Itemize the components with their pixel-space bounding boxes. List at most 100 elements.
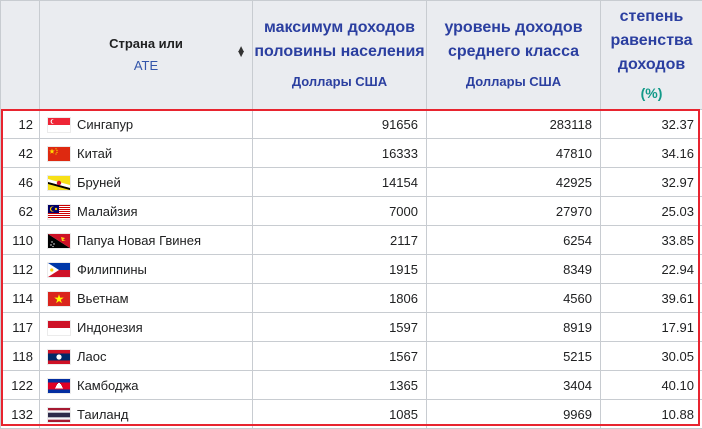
vietnam-flag-icon (48, 292, 70, 306)
equality-cell: 17.91 (601, 313, 702, 342)
malaysia-flag-icon (48, 205, 70, 219)
middle-class-cell: 27970 (427, 197, 601, 226)
middle-class-cell: 8919 (427, 313, 601, 342)
max-income-cell: 2117 (253, 226, 427, 255)
country-header-label: Страна или (109, 36, 183, 51)
country-link[interactable]: Таиланд (77, 407, 128, 422)
country-cell: Камбоджа (40, 371, 253, 400)
equality-cell: 32.37 (601, 110, 702, 139)
country-link[interactable]: Бруней (77, 175, 121, 190)
middle-class-cell: 4560 (427, 284, 601, 313)
rank-cell: 110 (1, 226, 40, 255)
country-link[interactable]: Индонезия (77, 320, 143, 335)
indonesia-flag-icon (48, 321, 70, 335)
equality-cell: 25.03 (601, 197, 702, 226)
country-cell: Филиппины (40, 255, 253, 284)
country-cell: Китай (40, 139, 253, 168)
country-header-ate: АТЕ (134, 58, 158, 73)
papua-new-guinea-flag-icon (48, 234, 70, 248)
brunei-flag-icon (48, 176, 70, 190)
max-income-header: максимум доходов половины населения Долл… (253, 1, 427, 110)
middle-class-cell: 5215 (427, 342, 601, 371)
laos-flag-icon (48, 350, 70, 364)
rank-cell: 42 (1, 139, 40, 168)
max-income-cell: 7000 (253, 197, 427, 226)
middle-class-cell: 283118 (427, 110, 601, 139)
equality-cell: 40.10 (601, 371, 702, 400)
thailand-flag-icon (48, 408, 70, 422)
rank-cell: 122 (1, 371, 40, 400)
country-link[interactable]: Лаос (77, 349, 107, 364)
philippines-flag-icon (48, 263, 70, 277)
max-income-cell: 91656 (253, 110, 427, 139)
equality-unit: (%) (601, 81, 702, 105)
country-header[interactable]: Страна или АТЕ ▲▼ (40, 1, 253, 110)
country-cell: Лаос (40, 342, 253, 371)
middle-class-cell: 3404 (427, 371, 601, 400)
rank-cell: 114 (1, 284, 40, 313)
rank-cell: 12 (1, 110, 40, 139)
max-income-cell: 1915 (253, 255, 427, 284)
country-cell: Сингапур (40, 110, 253, 139)
max-income-cell: 16333 (253, 139, 427, 168)
max-income-cell: 1085 (253, 400, 427, 429)
singapore-flag-icon (48, 118, 70, 132)
country-link[interactable]: Малайзия (77, 204, 138, 219)
equality-label: степень равенства доходов (610, 8, 692, 73)
country-link[interactable]: Папуа Новая Гвинея (77, 233, 201, 248)
equality-cell: 10.88 (601, 400, 702, 429)
max-income-cell: 1597 (253, 313, 427, 342)
middle-class-unit: Доллары США (427, 70, 600, 94)
equality-cell: 22.94 (601, 255, 702, 284)
equality-cell: 39.61 (601, 284, 702, 313)
middle-class-cell: 9969 (427, 400, 601, 429)
country-cell: Малайзия (40, 197, 253, 226)
equality-header: степень равенства доходов (%) (601, 1, 702, 110)
rank-header (1, 1, 40, 110)
country-link[interactable]: Камбоджа (77, 378, 139, 393)
max-income-unit: Доллары США (253, 70, 426, 94)
rank-cell: 112 (1, 255, 40, 284)
sort-icon[interactable]: ▲▼ (236, 47, 246, 57)
country-link[interactable]: Филиппины (77, 262, 147, 277)
rank-cell: 46 (1, 168, 40, 197)
country-cell: Таиланд (40, 400, 253, 429)
equality-cell: 33.85 (601, 226, 702, 255)
equality-cell: 30.05 (601, 342, 702, 371)
middle-class-label: уровень доходов среднего класса (444, 19, 582, 60)
middle-class-cell: 42925 (427, 168, 601, 197)
rank-cell: 118 (1, 342, 40, 371)
equality-cell: 32.97 (601, 168, 702, 197)
country-cell: Папуа Новая Гвинея (40, 226, 253, 255)
max-income-label: максимум доходов половины населения (254, 19, 424, 60)
equality-cell: 34.16 (601, 139, 702, 168)
max-income-cell: 1806 (253, 284, 427, 313)
country-link[interactable]: Вьетнам (77, 291, 129, 306)
china-flag-icon (48, 147, 70, 161)
country-link[interactable]: Китай (77, 146, 112, 161)
middle-class-cell: 47810 (427, 139, 601, 168)
rank-cell: 132 (1, 400, 40, 429)
max-income-cell: 14154 (253, 168, 427, 197)
country-cell: Вьетнам (40, 284, 253, 313)
rank-cell: 117 (1, 313, 40, 342)
max-income-cell: 1365 (253, 371, 427, 400)
middle-class-cell: 8349 (427, 255, 601, 284)
max-income-cell: 1567 (253, 342, 427, 371)
middle-class-cell: 6254 (427, 226, 601, 255)
country-link[interactable]: Сингапур (77, 117, 133, 132)
country-cell: Индонезия (40, 313, 253, 342)
middle-class-header: уровень доходов среднего класса Доллары … (427, 1, 601, 110)
